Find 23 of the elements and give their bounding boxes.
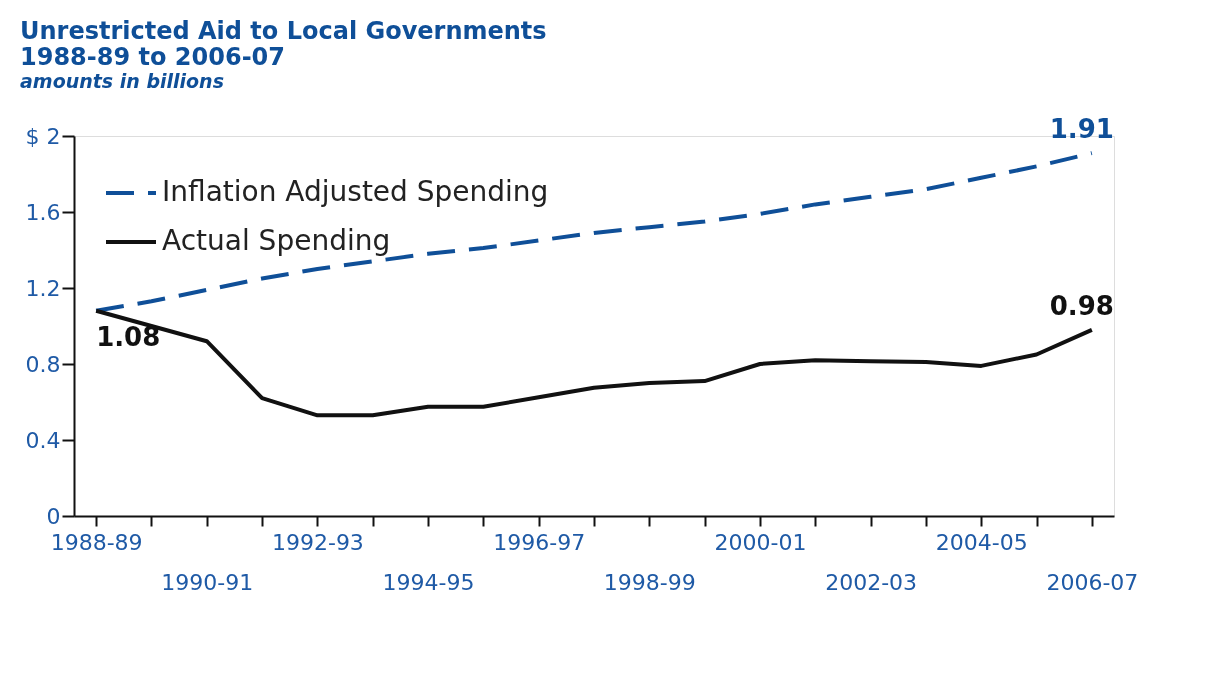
chart-subtitle: amounts in billions [20, 70, 224, 93]
data-label: 0.98 [1049, 290, 1114, 321]
x-tick-label: 2006-07 [1046, 569, 1139, 595]
legend-label: Actual Spending [162, 224, 391, 257]
x-tick-label: 1998-99 [603, 569, 696, 595]
legend-label: Inflation Adjusted Spending [162, 175, 549, 208]
y-tick-label: 0.4 [25, 427, 61, 453]
x-tick-label: 2004-05 [935, 529, 1028, 555]
x-tick-label: 2000-01 [714, 529, 807, 555]
x-tick-label: 1990-91 [161, 569, 254, 595]
x-tick-label: 1996-97 [493, 529, 586, 555]
y-tick-label: 1.6 [25, 199, 61, 225]
x-tick-label: 2002-03 [825, 569, 918, 595]
x-tick-label: 1988-89 [50, 529, 143, 555]
y-tick-label: $ 2 [25, 123, 61, 149]
x-tick-label: 1994-95 [382, 569, 475, 595]
y-tick-label: 0.8 [25, 351, 61, 377]
data-label: 1.91 [1049, 114, 1114, 145]
data-label: 1.08 [96, 321, 161, 352]
y-tick-label: 1.2 [25, 275, 61, 301]
chart-title: Unrestricted Aid to Local Governments 1988-89 to 2006-07 [20, 17, 547, 72]
y-tick-label: 0 [46, 503, 61, 529]
x-tick-label: 1992-93 [271, 529, 364, 555]
